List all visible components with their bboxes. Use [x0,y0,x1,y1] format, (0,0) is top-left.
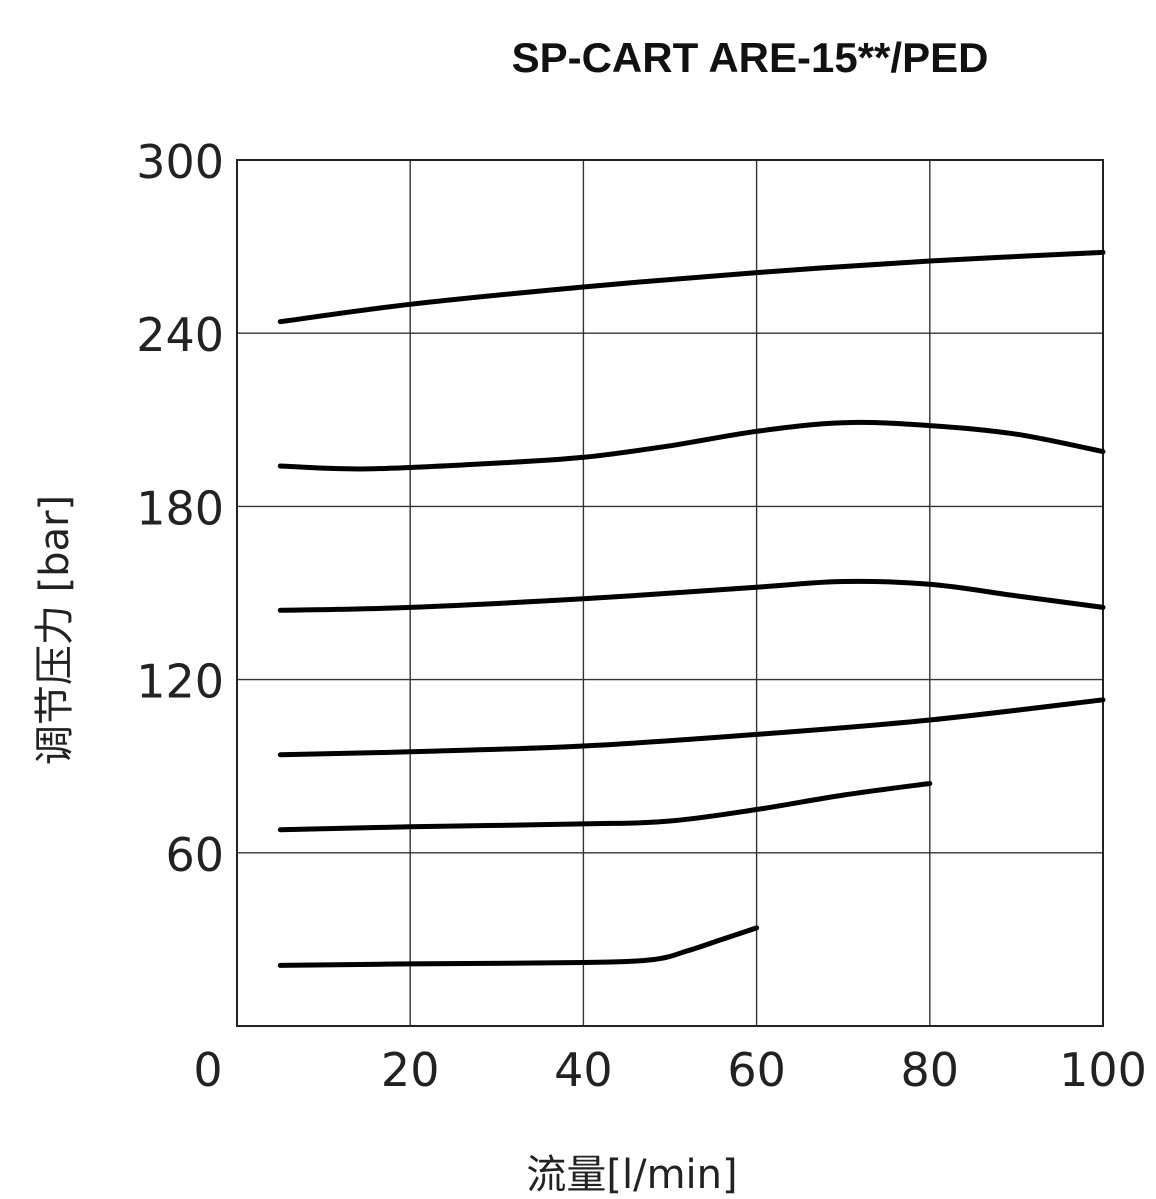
series-line-1 [277,419,1106,472]
x-tick-label-2: 40 [554,1043,613,1097]
y-tick-label-2: 180 [136,481,224,535]
y-tick-label-4: 300 [136,135,224,189]
x-tick-label-5: 100 [1059,1043,1147,1097]
x-tick-label-1: 20 [381,1043,440,1097]
x-tick-label-3: 60 [727,1043,786,1097]
chart-title: SP-CART ARE-15**/PED [512,34,989,81]
series-layer [277,249,1106,968]
y-tick-label-3: 240 [136,308,224,362]
x-tick-label-0: 0 [193,1043,222,1097]
y-axis-label: 调节压力 [bar] [32,495,78,765]
x-tick-label-4: 80 [901,1043,960,1097]
y-tick-labels: 60 120 180 240 300 [136,135,224,882]
series-line-0 [277,249,1106,325]
x-axis-label: 流量[l/min] [526,1152,737,1198]
plot-frame [236,159,1104,1027]
grid-lines [237,160,1103,1026]
series-line-4 [277,781,933,833]
series-line-3 [277,697,1106,758]
y-tick-label-1: 120 [136,655,224,709]
y-tick-label-0: 60 [165,828,224,882]
x-tick-labels: 0 20 40 60 80 100 [193,1043,1147,1097]
series-line-2 [277,578,1106,613]
series-line-5 [277,925,760,968]
